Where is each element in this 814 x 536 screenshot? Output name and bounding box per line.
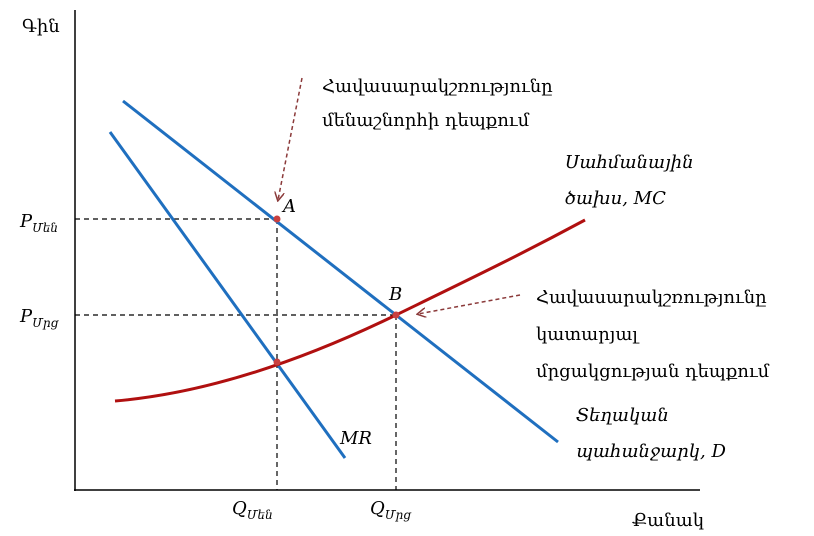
annotation: կատարյալ bbox=[536, 324, 640, 345]
quantity-label: QՄրց bbox=[370, 498, 412, 522]
demand-curve bbox=[122, 99, 559, 444]
arrow bbox=[418, 294, 521, 314]
price-label: PՄեն bbox=[19, 211, 58, 235]
annotation: մենաշնորհի դեպքում bbox=[322, 110, 530, 131]
annotation: Հավասարակշռությունը bbox=[322, 76, 553, 97]
point-label: A bbox=[281, 196, 296, 217]
arrow bbox=[278, 77, 303, 200]
annotation: Հավասարակշռությունը bbox=[536, 287, 767, 308]
curve-label: Սահմանային bbox=[565, 152, 694, 173]
x-axis-label: Քանակ bbox=[632, 510, 704, 531]
mr-curve bbox=[108, 131, 347, 459]
curve-label: ծախս, MC bbox=[565, 188, 666, 209]
guides bbox=[75, 218, 397, 490]
point-a bbox=[273, 215, 281, 223]
curve-label: MR bbox=[339, 428, 372, 449]
curve-label: Տեղական bbox=[576, 405, 669, 426]
quantity-label: QՄեն bbox=[232, 498, 273, 522]
point-mr-mc bbox=[273, 358, 281, 366]
annotation: մրցակցության դեպքում bbox=[536, 361, 770, 382]
y-axis-label: Գին bbox=[22, 16, 60, 37]
price-label: PՄրց bbox=[19, 306, 60, 330]
point-label: B bbox=[388, 284, 402, 305]
curve-label: պահանջարկ, D bbox=[576, 441, 726, 462]
mc-curve bbox=[114, 218, 586, 403]
point-b bbox=[392, 311, 400, 319]
